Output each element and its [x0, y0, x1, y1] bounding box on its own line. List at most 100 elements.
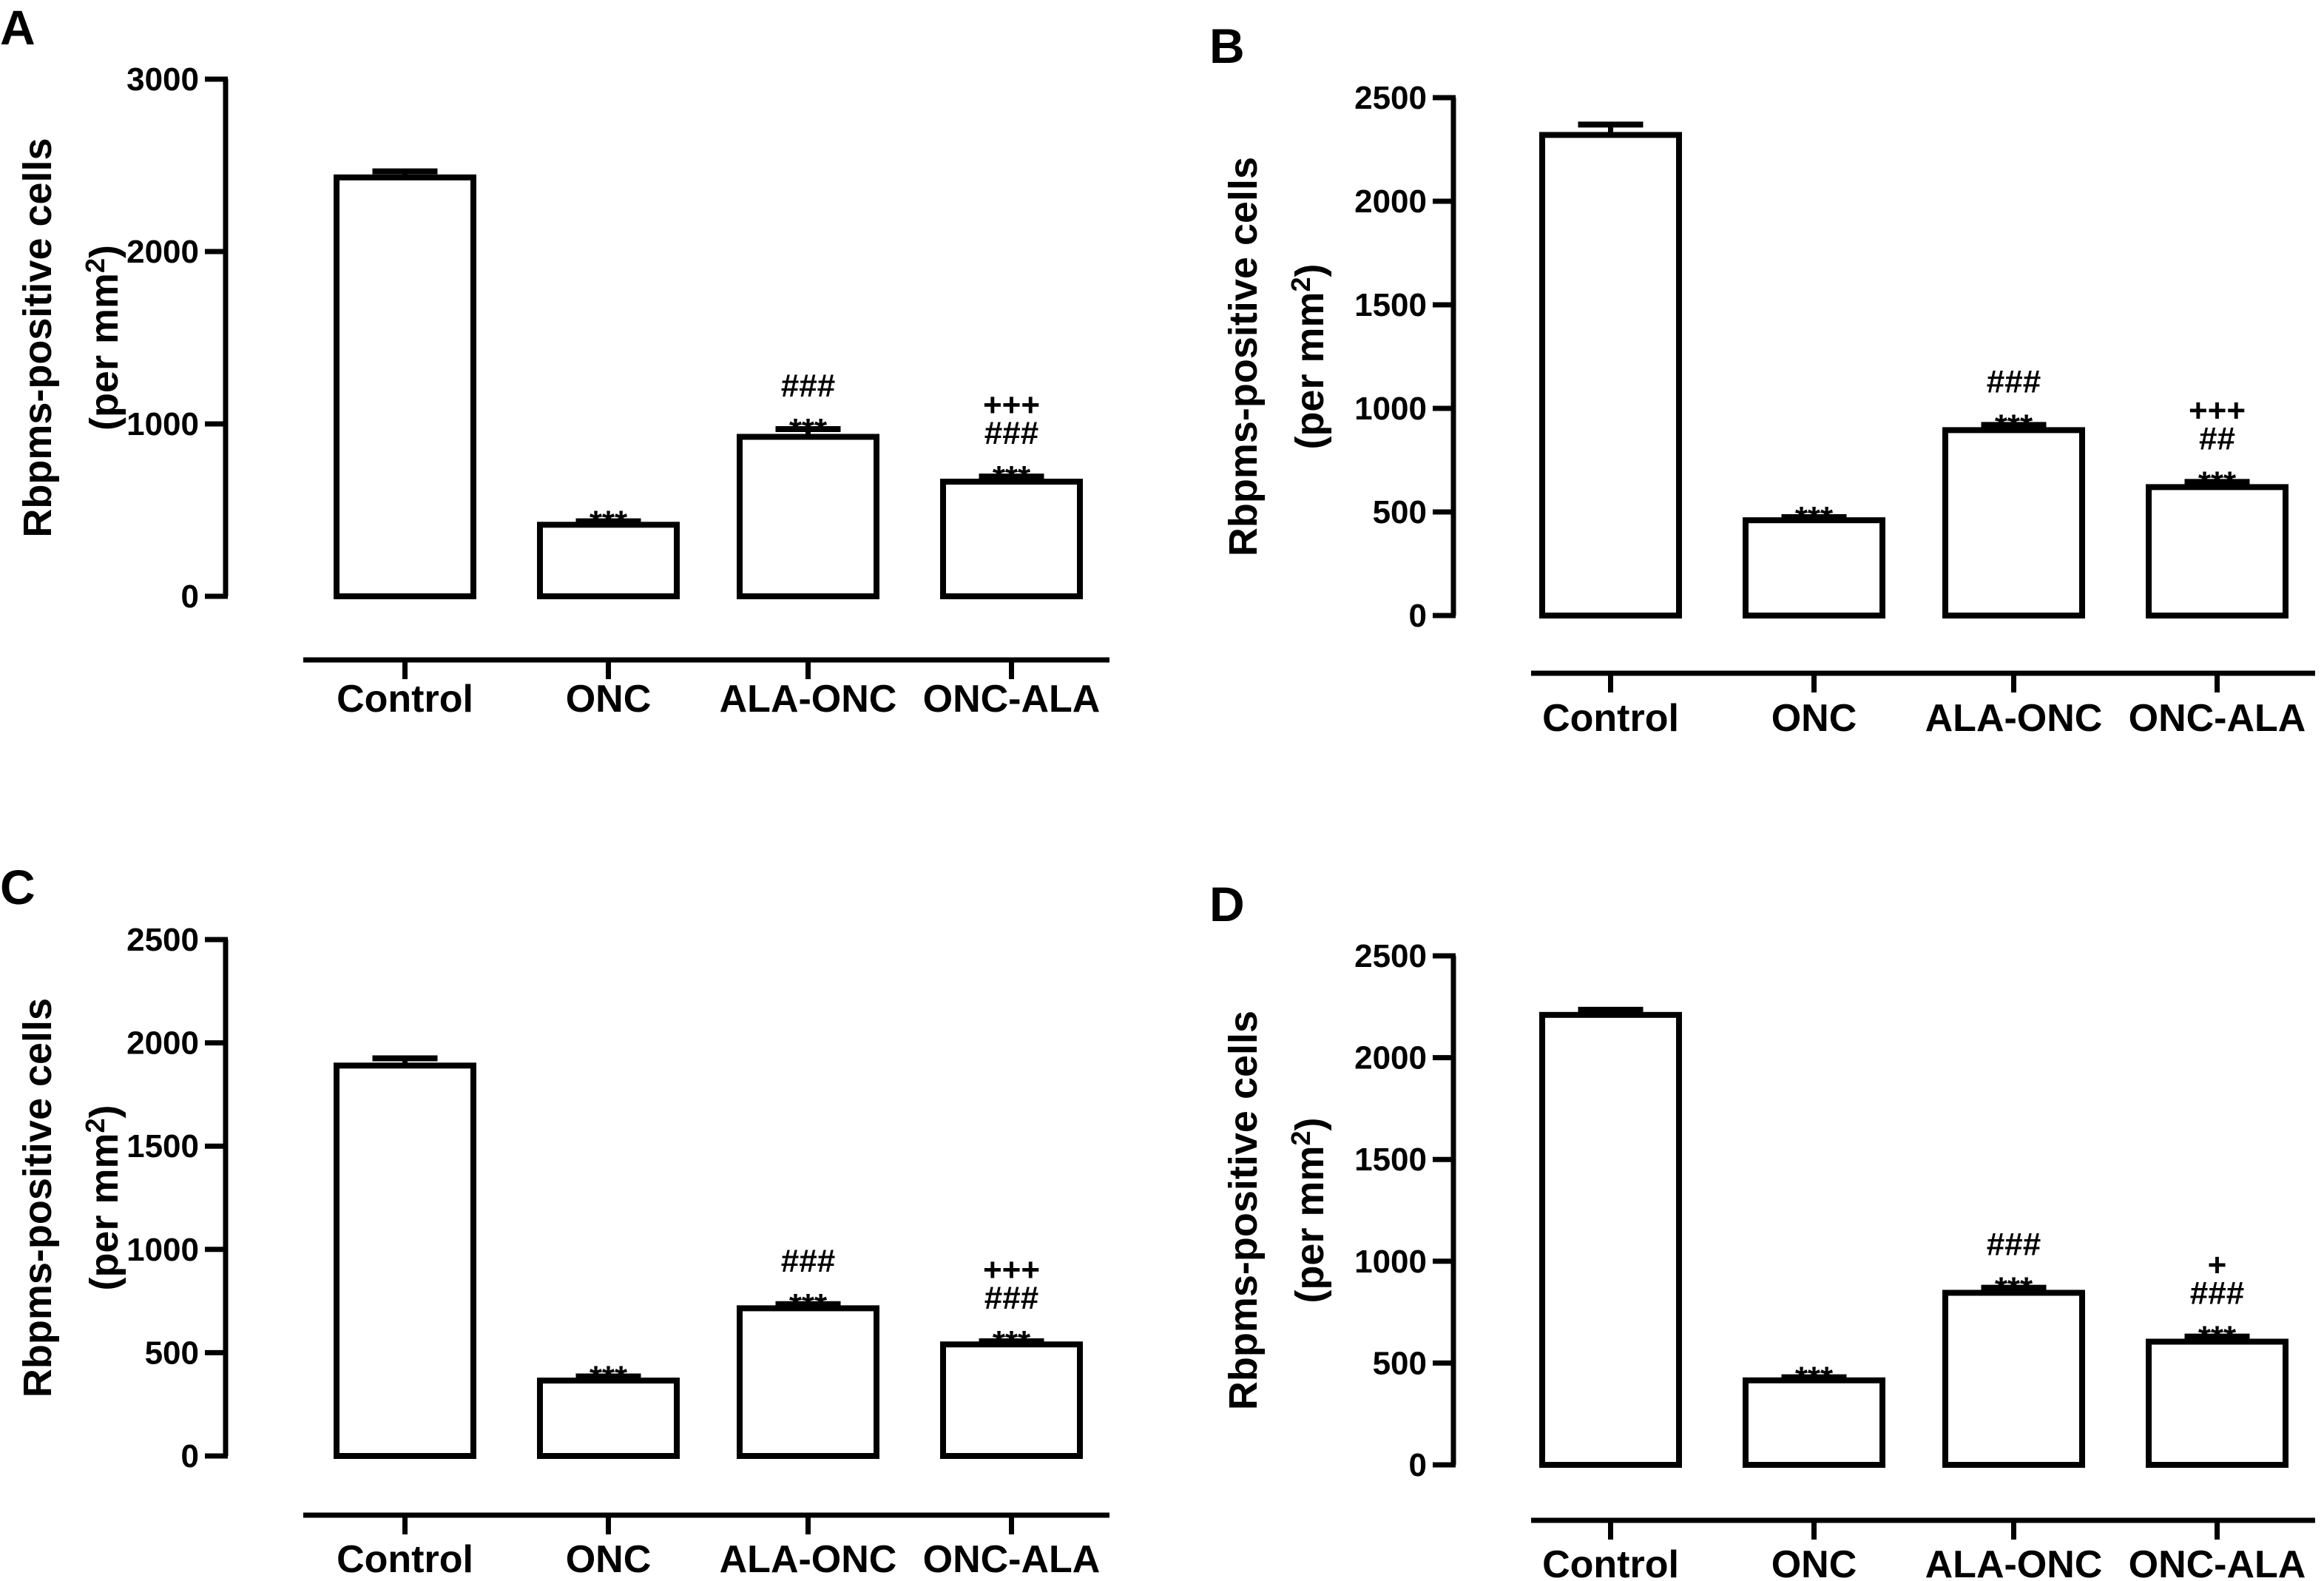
significance-marker: *** [1995, 1271, 2033, 1307]
significance-marker: +++ [983, 1252, 1040, 1288]
y-unit-text: (per mm [82, 273, 126, 431]
x-category-label: ONC [1771, 1543, 1857, 1581]
bar-onc-ala [2146, 1338, 2288, 1469]
significance-marker: ### [984, 1280, 1038, 1316]
bar-onc [537, 1378, 680, 1460]
y-tick-label: 1000 [1354, 391, 1427, 427]
bar-ala-onc [737, 1305, 879, 1459]
x-category-label: ONC [566, 678, 652, 721]
y-tick-label: 500 [145, 1335, 199, 1371]
x-category-label: ONC-ALA [923, 1538, 1101, 1581]
bar-control [334, 1062, 476, 1459]
y-unit-close: ) [82, 245, 126, 258]
x-category-label: Control [1542, 697, 1679, 740]
bar-control [1539, 132, 1682, 618]
y-tick-label: 1500 [126, 1128, 199, 1164]
y-tick-label: 0 [181, 579, 199, 615]
significance-marker: +++ [983, 387, 1040, 423]
significance-marker: *** [590, 1360, 628, 1396]
significance-marker: *** [1795, 1361, 1834, 1397]
panel-letter: B [1209, 18, 1245, 73]
y-tick-label: 2500 [1354, 80, 1427, 116]
y-tick-label: 1500 [1354, 287, 1427, 323]
significance-marker: *** [993, 459, 1031, 496]
y-axis-label: Rbpms-positive cells [16, 998, 60, 1398]
x-category-label: Control [337, 1538, 473, 1581]
bar-ala-onc [737, 434, 879, 599]
y-unit-close: ) [82, 1105, 126, 1118]
significance-marker: *** [2198, 465, 2237, 501]
significance-marker: *** [789, 1287, 828, 1324]
y-tick-label: 0 [181, 1438, 199, 1474]
bar-onc-ala [940, 479, 1083, 599]
significance-marker: ### [2190, 1275, 2244, 1312]
y-tick-label: 2000 [126, 234, 199, 270]
y-axis-label: Rbpms-positive cells [1221, 157, 1266, 556]
significance-marker: ### [781, 368, 835, 404]
y-axis-label: Rbpms-positive cells [16, 138, 60, 537]
y-unit-superscript: 2 [80, 258, 110, 273]
y-tick-label: 1500 [1354, 1142, 1427, 1178]
y-tick-label: 1000 [126, 406, 199, 442]
bar-onc-ala [940, 1341, 1083, 1460]
x-category-label: ALA-ONC [1925, 1543, 2103, 1581]
bar-ala-onc [1942, 427, 2085, 619]
y-unit-close: ) [1288, 263, 1332, 277]
y-unit-text: (per mm [1288, 291, 1332, 449]
y-tick-label: 0 [1409, 1447, 1427, 1483]
significance-marker: *** [1995, 408, 2033, 444]
significance-marker: + [2208, 1247, 2227, 1284]
x-category-label: Control [1542, 1543, 1679, 1581]
significance-marker: ### [781, 1243, 835, 1279]
panel-c: C 0 500 1000 1500 2000 2500 Rbpms-positive cell… [0, 860, 1109, 1581]
y-axis-unit-label: (per mm2) [1286, 1117, 1332, 1303]
significance-marker: *** [1795, 500, 1834, 536]
y-tick-label: 1000 [126, 1232, 199, 1268]
panel-b: B 0 500 1000 1500 2000 2500 Rbpms-positive cell… [1209, 18, 2315, 740]
x-category-label: ONC [1771, 697, 1857, 740]
x-category-label: ALA-ONC [1925, 697, 2103, 740]
x-category-label: ALA-ONC [720, 678, 897, 721]
y-axis-label: Rbpms-positive cells [1221, 1011, 1266, 1410]
y-tick-label: 2000 [1354, 183, 1427, 220]
y-axis-unit-label: (per mm2) [80, 245, 126, 431]
significance-marker: +++ [2189, 392, 2246, 428]
y-tick-label: 2000 [126, 1025, 199, 1062]
bar-ala-onc [1942, 1290, 2085, 1469]
significance-marker: *** [2198, 1320, 2237, 1356]
x-category-label: ONC [566, 1538, 652, 1581]
y-unit-superscript: 2 [1286, 1130, 1316, 1145]
y-tick-label: 1000 [1354, 1244, 1427, 1280]
bar-onc [1743, 517, 1885, 619]
x-category-label: Control [337, 678, 473, 721]
significance-marker: ### [1987, 363, 2041, 400]
y-axis-unit-label: (per mm2) [1286, 263, 1332, 449]
x-category-label: ONC-ALA [923, 678, 1101, 721]
panel-letter: A [0, 0, 36, 55]
y-axis-unit-label: (per mm2) [80, 1105, 126, 1290]
significance-marker: ### [984, 415, 1038, 451]
panel-d: D 0 500 1000 1500 2000 2500 Rbpms-positive cell… [1209, 877, 2315, 1581]
panel-letter: D [1209, 877, 1245, 931]
bar-control [1539, 1011, 1682, 1468]
significance-marker: ### [1987, 1227, 2041, 1263]
panel-letter: C [0, 860, 36, 914]
significance-marker: *** [993, 1324, 1031, 1361]
y-tick-label: 3000 [126, 61, 199, 98]
y-unit-text: (per mm [82, 1133, 126, 1290]
y-tick-label: 2500 [1354, 938, 1427, 974]
significance-marker: *** [590, 505, 628, 541]
y-tick-label: 500 [1373, 1345, 1427, 1381]
bar-onc-ala [2146, 484, 2288, 619]
bar-control [334, 174, 476, 599]
y-tick-label: 2500 [126, 922, 199, 958]
significance-marker: *** [789, 412, 828, 448]
y-unit-close: ) [1288, 1117, 1332, 1130]
y-tick-label: 0 [1409, 598, 1427, 634]
panel-a: A 0 1000 2000 3000 Rbpms-positive cells (per m… [0, 0, 1109, 721]
y-tick-label: 500 [1373, 494, 1427, 530]
significance-marker: ## [2199, 420, 2235, 456]
y-tick-label: 2000 [1354, 1040, 1427, 1076]
x-category-label: ALA-ONC [720, 1538, 897, 1581]
